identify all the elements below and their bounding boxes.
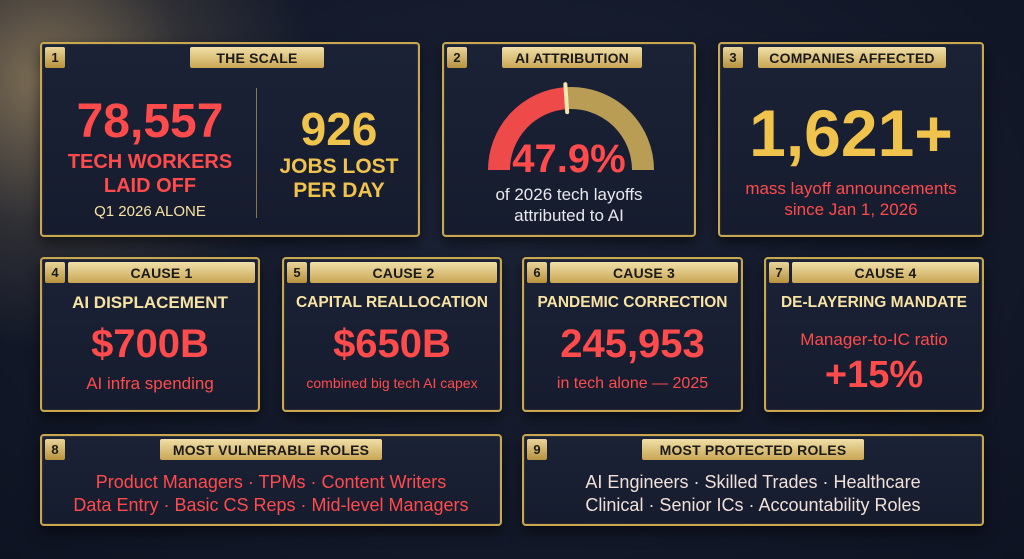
card-tab-title: MOST PROTECTED ROLES: [642, 439, 864, 460]
card-number: 8: [45, 439, 65, 460]
protected-roles-line1: AI Engineers · Skilled Trades · Healthca…: [585, 472, 921, 492]
jobs-per-day-value: 926: [300, 103, 378, 155]
card-tab-title: CAUSE 1: [68, 262, 255, 283]
card-number: 3: [723, 47, 743, 68]
cause-subtext: combined big tech AI capex: [306, 375, 478, 391]
ai-attribution-line2: attributed to AI: [514, 206, 624, 225]
card-divider: [256, 88, 257, 218]
cause-value: $650B: [333, 322, 451, 366]
companies-line2: since Jan 1, 2026: [784, 200, 918, 219]
card-tab-title: THE SCALE: [190, 47, 324, 68]
vulnerable-roles-line2: Data Entry · Basic CS Reps · Mid-level M…: [73, 495, 469, 515]
cause-pretext: Manager-to-IC ratio: [800, 330, 948, 349]
gauge-track: [565, 87, 654, 171]
companies-line1: mass layoff announcements: [745, 179, 957, 198]
ai-attribution-gauge: [488, 82, 654, 171]
card-cause-3: 6 CAUSE 3 PANDEMIC CORRECTION 245,953 in…: [522, 257, 743, 412]
gauge-needle: [563, 82, 570, 115]
card-cause-1: 4 CAUSE 1 AI DISPLACEMENT $700B AI infra…: [40, 257, 260, 412]
card-number: 9: [527, 439, 547, 460]
card-cause-2: 5 CAUSE 2 CAPITAL REALLOCATION $650B com…: [282, 257, 502, 412]
jobs-per-day-line1: JOBS LOST: [279, 155, 399, 178]
layoffs-period: Q1 2026 ALONE: [94, 203, 206, 220]
card-tab-title: CAUSE 2: [310, 262, 497, 283]
cause-title: AI DISPLACEMENT: [72, 293, 228, 312]
cause-title: CAPITAL REALLOCATION: [295, 294, 489, 311]
card-companies-affected: 3 COMPANIES AFFECTED 1,621+ mass layoff …: [718, 42, 984, 237]
card-number: 7: [769, 262, 789, 283]
companies-count: 1,621+: [749, 96, 953, 170]
cause-value: $700B: [91, 322, 209, 366]
layoffs-label-line1: TECH WORKERS: [67, 151, 233, 173]
card-number: 6: [527, 262, 547, 283]
card-tab-title: CAUSE 3: [550, 262, 738, 283]
gauge-fill: [488, 87, 568, 171]
card-the-scale: 1 THE SCALE 78,557 TECH WORKERS LAID OFF…: [40, 42, 420, 237]
vulnerable-roles-line1: Product Managers · TPMs · Content Writer…: [95, 472, 447, 492]
layoffs-count: 78,557: [76, 95, 224, 148]
card-tab-title: CAUSE 4: [792, 262, 979, 283]
cause-title: PANDEMIC CORRECTION: [537, 294, 728, 311]
card-number: 4: [45, 262, 65, 283]
cause-title: DE-LAYERING MANDATE: [780, 294, 967, 311]
ai-attribution-percent: 47.9%: [512, 137, 626, 181]
protected-roles-line2: Clinical · Senior ICs · Accountability R…: [585, 495, 921, 515]
card-ai-attribution: 2 AI ATTRIBUTION 47.9% of 2026 tech layo…: [442, 42, 696, 237]
card-number: 5: [287, 262, 307, 283]
card-tab-title: MOST VULNERABLE ROLES: [160, 439, 382, 460]
cause-value: 245,953: [560, 322, 705, 366]
cause-subtext: AI infra spending: [86, 374, 214, 393]
card-most-protected-roles: 9 MOST PROTECTED ROLES AI Engineers · Sk…: [522, 434, 984, 526]
card-number: 2: [447, 47, 467, 68]
card-tab-title: COMPANIES AFFECTED: [758, 47, 946, 68]
card-number: 1: [45, 47, 65, 68]
card-cause-4: 7 CAUSE 4 DE-LAYERING MANDATE Manager-to…: [764, 257, 984, 412]
card-tab-title: AI ATTRIBUTION: [502, 47, 642, 68]
cause-subtext: in tech alone — 2025: [556, 375, 709, 392]
layoffs-label-line2: LAID OFF: [103, 175, 197, 197]
card-most-vulnerable-roles: 8 MOST VULNERABLE ROLES Product Managers…: [40, 434, 502, 526]
cause-value: +15%: [824, 354, 924, 396]
jobs-per-day-line2: PER DAY: [293, 179, 385, 202]
ai-attribution-line1: of 2026 tech layoffs: [495, 185, 643, 204]
